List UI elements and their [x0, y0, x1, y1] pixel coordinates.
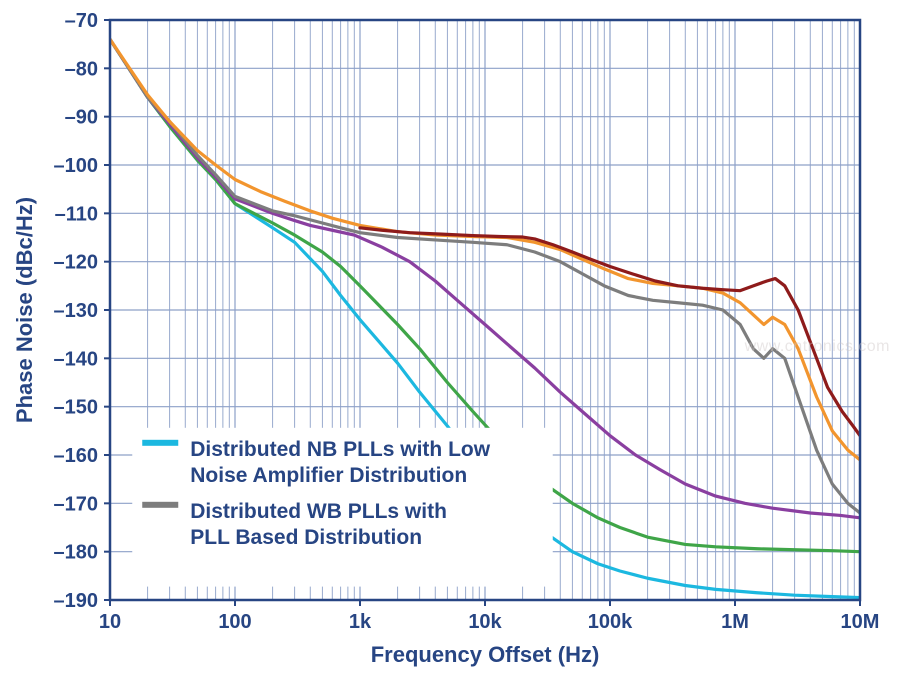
y-tick-label: –130 — [54, 300, 99, 322]
x-tick-label: 1k — [349, 611, 372, 633]
x-tick-label: 1M — [721, 611, 749, 633]
legend-swatch-cyan — [142, 440, 178, 446]
legend-label: Distributed NB PLLs with Low — [190, 438, 490, 461]
y-tick-label: –140 — [54, 348, 99, 370]
x-tick-label: 10 — [99, 611, 121, 633]
y-tick-label: –100 — [54, 155, 99, 177]
x-tick-label: 10k — [468, 611, 502, 633]
y-tick-label: –160 — [54, 445, 99, 467]
y-tick-label: –180 — [54, 542, 99, 564]
y-tick-label: –70 — [65, 10, 98, 32]
y-axis-label: Phase Noise (dBc/Hz) — [12, 197, 37, 423]
y-tick-label: –80 — [65, 58, 98, 80]
legend-label: Distributed WB PLLs with — [190, 500, 447, 523]
x-axis-label: Frequency Offset (Hz) — [371, 642, 600, 667]
legend-label: Noise Amplifier Distribution — [190, 464, 467, 487]
chart-container: 10 100 1k 10k 100k 1M 10M Frequency Offset (Hz)… — [0, 0, 900, 696]
x-tick-label: 10M — [841, 611, 880, 633]
legend-swatch-gray — [142, 502, 178, 508]
legend-label: PLL Based Distribution — [190, 526, 422, 549]
y-tick-label: –190 — [54, 590, 99, 612]
y-tick-label: –90 — [65, 107, 98, 129]
x-tick-label: 100k — [588, 611, 633, 633]
y-tick-label: –150 — [54, 397, 99, 419]
y-tick-label: –110 — [55, 203, 98, 225]
x-tick-label: 100 — [218, 611, 251, 633]
y-tick-label: –120 — [54, 252, 99, 274]
y-tick-label: –170 — [54, 493, 99, 515]
phase-noise-chart: 10 100 1k 10k 100k 1M 10M Frequency Offset (Hz)… — [0, 0, 900, 696]
